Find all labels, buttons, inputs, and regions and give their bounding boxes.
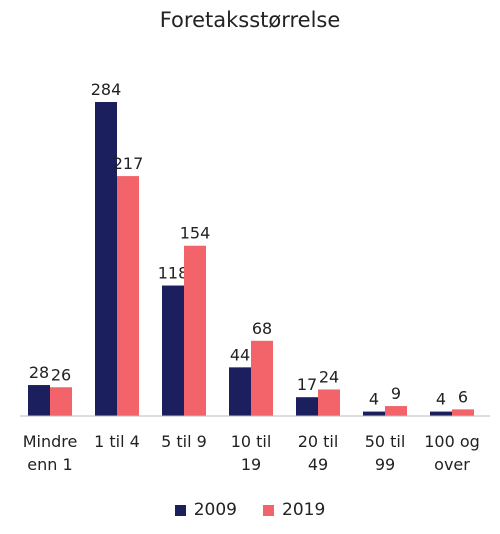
data-label-2019-6: 6 xyxy=(458,387,468,406)
data-label-2019-5: 9 xyxy=(391,384,401,403)
legend-label-2009: 2009 xyxy=(193,500,237,520)
bar-2009-0 xyxy=(28,385,50,416)
x-tick-label-0: enn 1 xyxy=(27,455,72,474)
bar-2019-4 xyxy=(318,389,340,416)
legend-swatch-2019 xyxy=(263,504,274,516)
data-label-2009-4: 17 xyxy=(297,375,317,394)
legend-item-2019: 2019 xyxy=(263,500,325,520)
x-tick-label-3: 19 xyxy=(241,455,261,474)
bar-2019-5 xyxy=(385,406,407,416)
data-label-2009-0: 28 xyxy=(29,363,49,382)
x-tick-label-5: 50 til xyxy=(365,432,406,451)
bar-2019-6 xyxy=(452,409,474,416)
bar-2009-1 xyxy=(95,102,117,416)
legend-label-2019: 2019 xyxy=(282,500,326,520)
x-tick-label-6: over xyxy=(434,455,470,474)
bar-2009-4 xyxy=(296,397,318,416)
data-label-2019-1: 217 xyxy=(113,154,144,173)
x-tick-label-5: 99 xyxy=(375,455,395,474)
bar-2009-6 xyxy=(430,411,452,416)
x-tick-label-6: 100 og xyxy=(424,432,480,451)
data-label-2009-3: 44 xyxy=(230,345,250,364)
bar-2009-2 xyxy=(162,285,184,416)
x-tick-label-1: 1 til 4 xyxy=(94,432,140,451)
data-label-2019-0: 26 xyxy=(51,365,71,384)
x-tick-labels: Mindre enn 1 1 til 4 5 til 9 10 til 19 20 til 4… xyxy=(23,432,480,474)
data-label-2009-6: 4 xyxy=(436,390,446,409)
data-label-2009-5: 4 xyxy=(369,390,379,409)
data-label-2019-4: 24 xyxy=(319,367,339,386)
legend: 2009 2019 xyxy=(0,500,500,520)
bar-2019-2 xyxy=(184,245,206,416)
data-label-2009-1: 284 xyxy=(91,80,122,99)
data-label-2019-3: 68 xyxy=(252,319,272,338)
bar-2009-3 xyxy=(229,367,251,416)
legend-swatch-2009 xyxy=(174,504,186,516)
bar-2019-1 xyxy=(117,176,139,416)
legend-item-2009: 2009 xyxy=(174,500,237,520)
chart-title: Foretaksstørrelse xyxy=(159,8,341,32)
data-label-2009-2: 118 xyxy=(158,264,189,283)
x-tick-label-0: Mindre xyxy=(23,432,78,451)
x-tick-label-3: 10 til xyxy=(231,432,272,451)
bar-2019-0 xyxy=(50,387,72,416)
bar-2009-5 xyxy=(363,411,385,416)
bar-2019-3 xyxy=(251,340,273,416)
x-tick-label-4: 20 til xyxy=(298,432,339,451)
x-tick-label-4: 49 xyxy=(308,455,328,474)
x-tick-label-2: 5 til 9 xyxy=(161,432,207,451)
data-label-2019-2: 154 xyxy=(180,224,211,243)
